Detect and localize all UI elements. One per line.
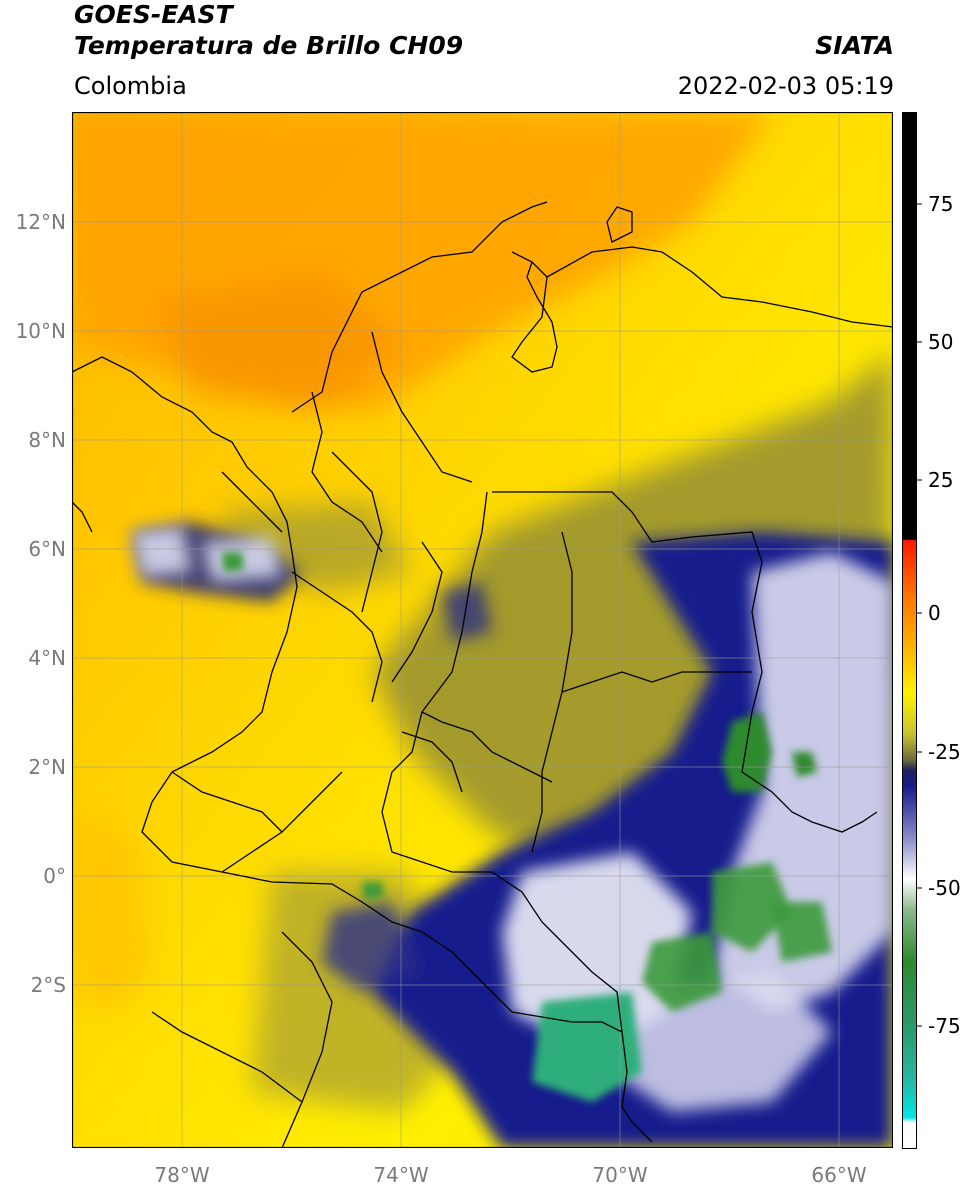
timestamp-label: 2022-02-03 05:19	[677, 72, 894, 100]
graticule	[72, 112, 893, 1148]
colorbar: 75 50 25 0 -25 -50 -75	[902, 112, 961, 1149]
region-label: Colombia	[74, 72, 187, 100]
lat-tick-label: 8°N	[28, 428, 66, 452]
colorbar-ramp	[902, 112, 917, 1149]
lat-tick-label: 6°N	[28, 537, 66, 561]
colorbar-ticks	[917, 203, 922, 1027]
colorbar-tick-label: 50	[928, 330, 953, 354]
brightness-temperature-map	[72, 112, 893, 1148]
colorbar-tick-label: 75	[928, 192, 953, 216]
lat-tick-label: 0°	[43, 864, 66, 888]
lat-tick-label: 2°N	[28, 755, 66, 779]
colorbar-tick-label: 0	[928, 601, 941, 625]
colorbar-tick-label: 25	[928, 468, 953, 492]
product-title: Temperatura de Brillo CH09	[74, 31, 464, 60]
colorbar-tick-label: -75	[928, 1014, 961, 1038]
lat-tick-label: 10°N	[16, 319, 66, 343]
lat-tick-label: 2°S	[31, 973, 66, 997]
colorbar-tick-label: -25	[928, 740, 961, 764]
agency-label: SIATA	[815, 31, 894, 60]
lat-tick-label: 4°N	[28, 646, 66, 670]
lon-tick-label: 70°W	[592, 1163, 647, 1187]
lon-tick-label: 74°W	[373, 1163, 428, 1187]
colorbar-tick-label: -50	[928, 876, 961, 900]
lon-tick-label: 78°W	[154, 1163, 209, 1187]
lon-tick-label: 66°W	[811, 1163, 866, 1187]
lat-tick-label: 12°N	[16, 210, 66, 234]
map-frame	[72, 112, 893, 1148]
satellite-title: GOES-EAST	[74, 0, 233, 29]
country-borders	[72, 201, 893, 1148]
